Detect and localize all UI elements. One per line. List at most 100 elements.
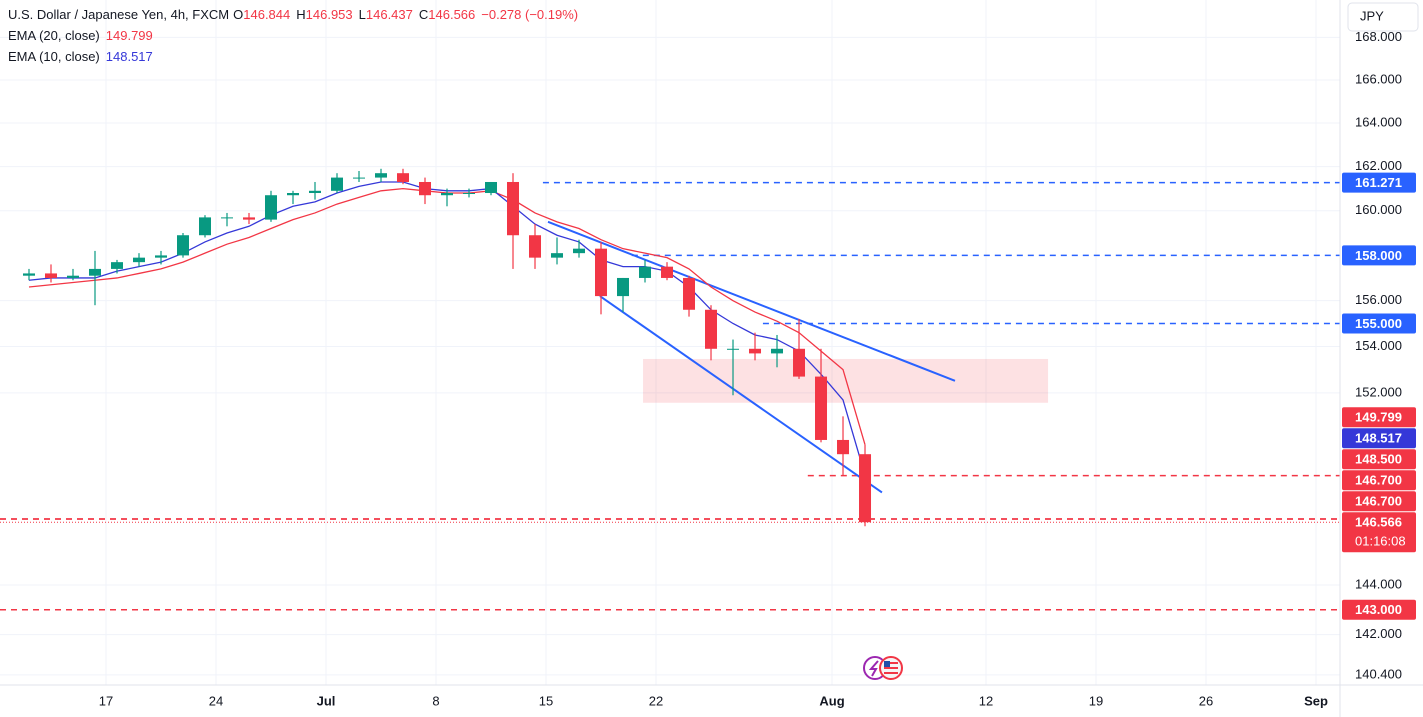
y-tick-label: 142.000	[1355, 626, 1402, 641]
price-label-box	[1342, 470, 1416, 491]
candle-body	[66, 275, 79, 278]
y-tick-label: 152.000	[1355, 384, 1402, 399]
candle-body	[485, 181, 498, 194]
candle-body	[529, 235, 542, 258]
candle-body	[573, 248, 586, 254]
candle-body	[110, 262, 123, 269]
x-tick-label: Sep	[1304, 693, 1328, 708]
candle-body	[639, 266, 652, 278]
y-tick-label: 144.000	[1355, 576, 1402, 591]
candle-body	[617, 277, 630, 297]
price-label-box	[1342, 599, 1416, 620]
currency-button-box[interactable]	[1347, 2, 1419, 32]
x-tick-label: 8	[432, 693, 439, 708]
candle-body	[309, 190, 322, 194]
trend-line	[599, 295, 883, 494]
ohlc-value: 146.566	[428, 7, 475, 22]
ohlc-value: 146.844	[243, 7, 290, 22]
x-tick-label: 15	[539, 693, 553, 708]
y-tick-label: 168.000	[1355, 29, 1402, 44]
flag-stripe	[884, 662, 898, 664]
candle-body	[375, 173, 388, 178]
candle-body	[132, 257, 145, 263]
price-label-box	[1342, 407, 1416, 428]
candle-body	[243, 217, 256, 220]
candle-body	[44, 273, 57, 278]
y-tick-label: 166.000	[1355, 71, 1402, 86]
candle-body	[221, 217, 234, 219]
price-label-box	[1342, 512, 1416, 553]
price-label: 143.000	[1355, 602, 1402, 617]
symbol-title: U.S. Dollar / Japanese Yen, 4h, FXCM	[8, 7, 229, 22]
price-label: 149.799	[1355, 410, 1402, 425]
y-tick-label: 154.000	[1355, 338, 1402, 353]
chart-header: U.S. Dollar / Japanese Yen, 4h, FXCM O146…	[8, 7, 578, 22]
x-tick-label: 24	[209, 693, 223, 708]
candle-body	[441, 193, 454, 196]
y-tick-label: 156.000	[1355, 292, 1402, 307]
x-tick-label: 17	[99, 693, 113, 708]
candle-body	[331, 177, 344, 191]
price-label: 148.517	[1355, 431, 1402, 446]
price-label: 146.700	[1355, 494, 1402, 509]
candle-body	[771, 348, 784, 354]
price-label: 146.700	[1355, 473, 1402, 488]
indicator-legend: EMA (10, close) 148.517	[8, 49, 153, 64]
candle-body	[815, 376, 828, 440]
indicator-name: EMA (20, close)	[8, 28, 100, 43]
candle-body	[154, 255, 167, 258]
flag-canton	[884, 661, 890, 667]
candle-body	[859, 454, 872, 523]
event-icon-bolt	[868, 660, 879, 677]
candle-body	[793, 348, 806, 377]
ohlc-value: 146.953	[306, 7, 353, 22]
candle-body	[176, 235, 189, 256]
candle-body	[353, 177, 366, 179]
y-tick-label: 164.000	[1355, 114, 1402, 129]
ohlc-value: 146.437	[366, 7, 413, 22]
flag-stripe	[884, 672, 898, 674]
change-label: −0.278 (−0.19%)	[481, 7, 578, 22]
candle-body	[661, 266, 674, 278]
candle-body	[749, 348, 762, 354]
y-tick-label: 160.000	[1355, 202, 1402, 217]
event-icons[interactable]	[863, 656, 903, 680]
price-label: 158.000	[1355, 248, 1402, 263]
price-label: 161.271	[1355, 175, 1402, 190]
price-label-box	[1342, 449, 1416, 470]
candle-body	[265, 195, 278, 220]
candle-body	[551, 253, 564, 258]
candle-body	[287, 193, 300, 196]
ohlc-key: C	[419, 7, 428, 22]
candle-body	[705, 309, 718, 349]
x-tick-label: Aug	[819, 693, 844, 708]
price-label-box	[1342, 245, 1416, 266]
grid	[0, 0, 1340, 685]
price-label: 155.000	[1355, 316, 1402, 331]
ohlc-key: O	[233, 7, 243, 22]
y-tick-label: 140.400	[1355, 666, 1402, 681]
ohlc-key: L	[359, 7, 366, 22]
x-tick-label: 22	[649, 693, 663, 708]
price-label-box	[1342, 428, 1416, 449]
x-tick-label: 26	[1199, 693, 1213, 708]
indicator-value: 148.517	[106, 49, 153, 64]
candle-body	[88, 268, 101, 276]
trend-line	[547, 220, 956, 382]
candle-body	[595, 248, 608, 297]
currency-label[interactable]: JPY	[1360, 8, 1384, 23]
candle-body	[683, 277, 696, 310]
candle-body	[507, 181, 520, 236]
candle-body	[727, 348, 740, 350]
flag-stripe	[884, 667, 898, 669]
candle-body	[419, 181, 432, 196]
y-tick-label: 162.000	[1355, 158, 1402, 173]
candle-body	[198, 217, 211, 236]
candle-body	[22, 273, 35, 276]
price-label: 146.566	[1355, 515, 1402, 530]
plot	[0, 168, 1340, 611]
price-label-box	[1342, 313, 1416, 334]
axes: 168.000 166.000 164.000 162.000 160.000 156.0…	[99, 29, 1416, 708]
currency-button[interactable]: JPY	[1347, 2, 1419, 32]
